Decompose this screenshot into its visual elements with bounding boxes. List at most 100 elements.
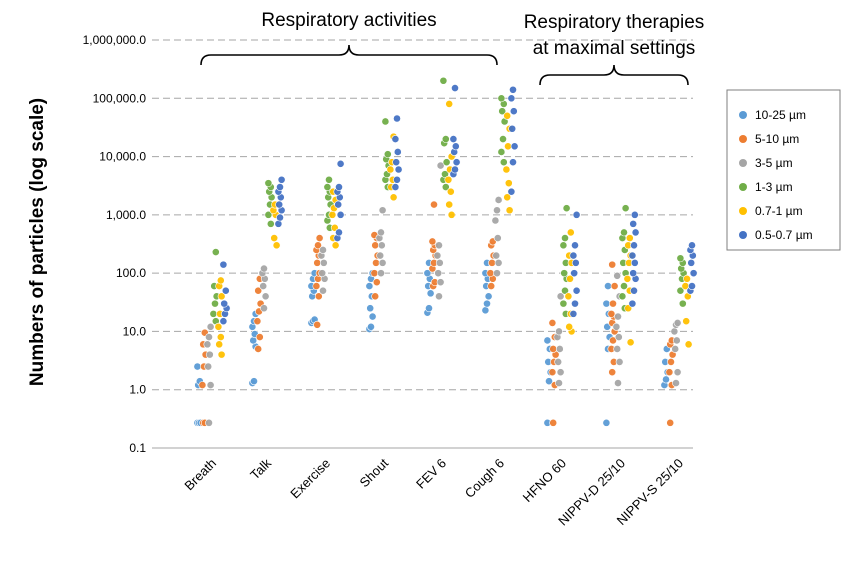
data-point [249,336,258,345]
data-point [319,286,327,295]
data-point [206,322,215,331]
data-point [274,219,283,228]
data-point [670,327,679,336]
data-point [630,241,638,250]
data-point [378,258,387,267]
data-point [394,165,403,174]
data-point [441,135,450,143]
data-point [434,269,443,278]
data-point [491,216,500,225]
data-point [507,94,516,103]
data-point [630,258,639,267]
data-point [336,159,345,168]
group-label: at maximal settings [533,38,696,59]
data-point [447,210,456,219]
data-point [441,170,449,179]
legend: 10-25 µm 5-10 µm 3-5 µm 1-3 µm 0.7-1 µm 0.5-0… [726,89,841,251]
legend-label: 10-25 µm [755,108,806,122]
data-point [687,258,696,267]
legend-marker [739,207,747,215]
group-label: Respiratory activities [261,10,436,31]
data-point [629,269,638,278]
data-point [314,292,323,301]
data-point [436,161,445,170]
data-point [335,183,343,191]
data-point [254,286,263,295]
data-point [570,269,579,278]
data-point [493,206,501,215]
data-point [630,210,639,219]
data-point [498,107,507,116]
data-point [368,312,377,321]
data-point [393,175,401,184]
data-point [672,379,680,387]
data-point [543,336,552,345]
data-point [206,381,215,389]
legend-label: 3-5 µm [755,156,793,170]
data-point [428,237,437,246]
data-point [483,299,491,308]
legend-label: 5-10 µm [755,132,799,146]
data-point [371,241,380,250]
data-point [676,254,685,263]
data-point [613,271,622,280]
x-tick-label: FEV 6 [413,456,449,492]
data-point [673,319,682,327]
data-point [561,286,569,295]
data-point [220,299,229,308]
data-point [205,350,214,359]
x-tick-label: Breath [181,456,219,494]
legend-label: 0.7-1 µm [755,204,803,218]
data-point [502,165,511,174]
y-tick-label: 10.0 [123,324,147,338]
data-point [383,150,392,159]
data-point [205,418,213,427]
data-point [445,200,454,209]
data-point [609,299,617,308]
data-point [676,286,685,295]
data-point [367,322,375,331]
group-brace [200,44,498,66]
data-point [315,234,324,242]
data-point [493,269,501,278]
data-point [371,292,380,301]
data-point [211,299,219,308]
data-point [216,333,225,341]
data-point [666,418,675,427]
data-point [313,258,322,267]
y-tick-label: 100,000.0 [93,91,147,105]
data-point [503,193,512,202]
data-point [391,183,400,191]
data-point [435,258,444,267]
data-point [365,282,374,290]
data-point [276,183,284,191]
data-point [393,114,401,123]
data-point [683,274,691,283]
data-point [219,260,228,269]
data-point [204,362,213,371]
data-point [607,309,616,318]
data-point [689,269,698,278]
data-point [484,292,493,301]
data-point [318,269,327,278]
group-brace [539,64,689,86]
data-point [507,187,516,196]
data-point [436,278,445,287]
data-point [561,234,569,242]
data-point [556,368,565,377]
data-point [215,340,224,349]
data-point [217,350,226,359]
data-point [613,345,622,353]
data-point [608,260,617,269]
data-point [508,124,517,133]
data-point [442,158,451,167]
data-point [211,248,220,256]
data-point [270,234,279,242]
data-point [672,336,681,345]
x-tick-label: Shout [356,455,391,490]
data-point [548,368,557,377]
data-point [377,241,386,250]
data-point [560,269,569,278]
data-point [331,241,340,250]
data-point [671,345,680,353]
